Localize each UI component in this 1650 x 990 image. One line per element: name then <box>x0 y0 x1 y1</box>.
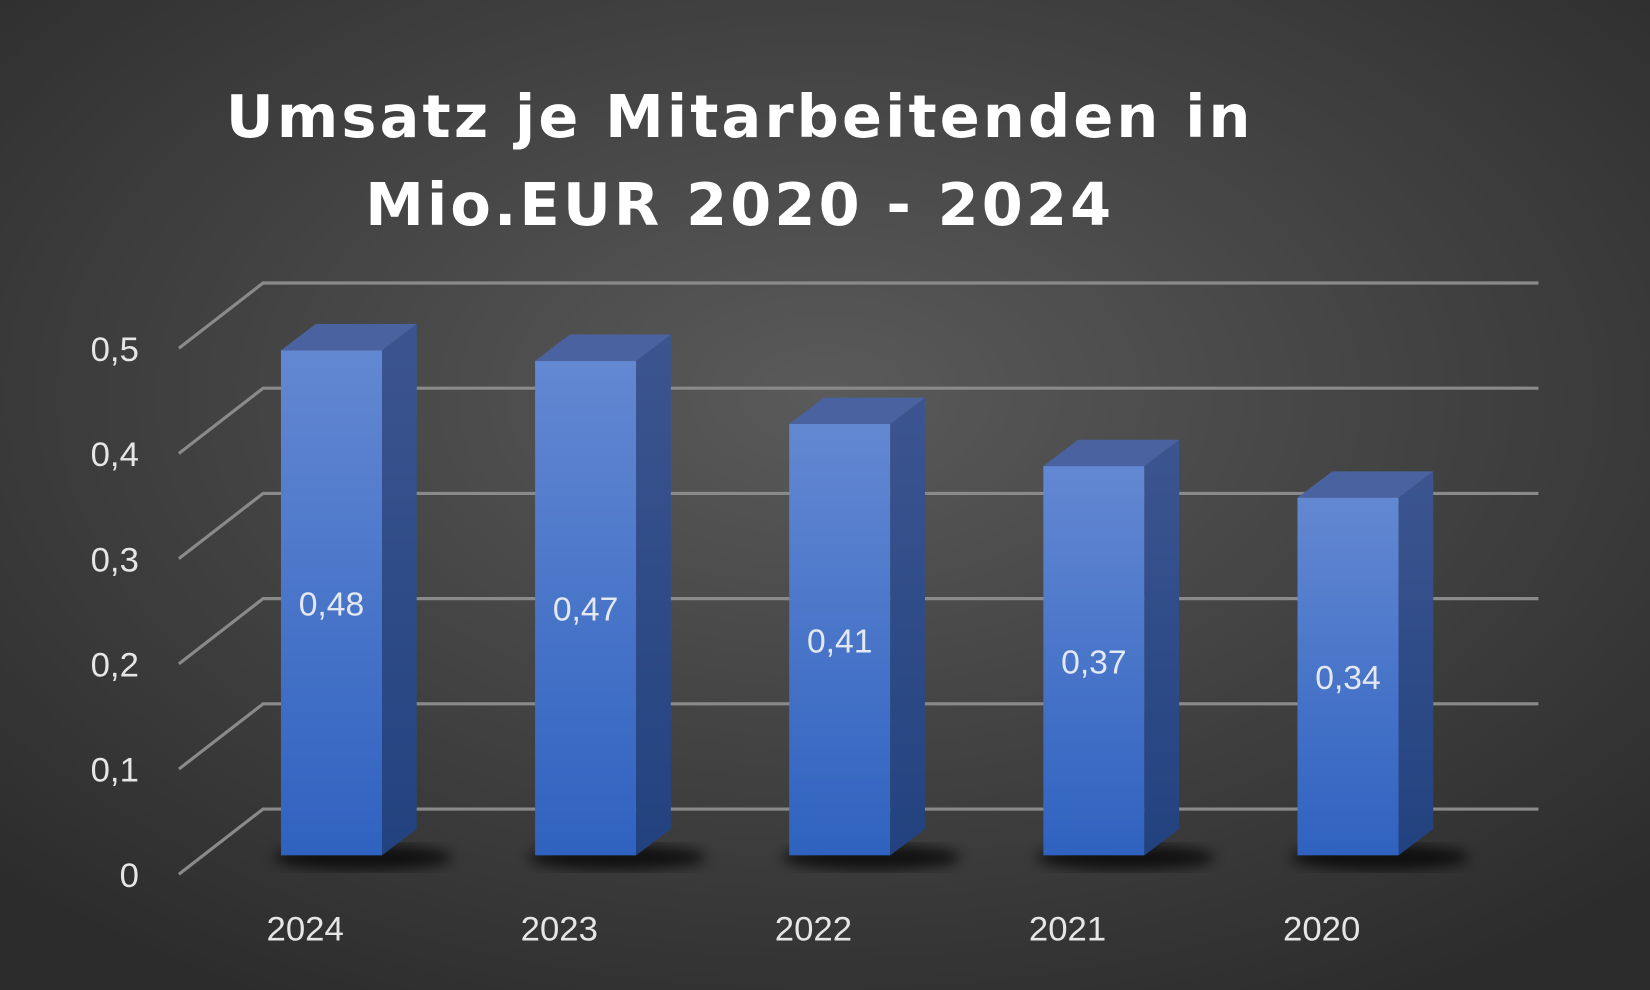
chart-title-line-1: Umsatz je Mitarbeitenden in <box>226 82 1254 151</box>
bar-side <box>636 334 671 856</box>
y-tick-label: 0,3 <box>91 541 139 579</box>
x-tick-label: 2020 <box>1283 911 1360 949</box>
bar-front <box>789 423 891 856</box>
gridlines <box>177 281 1539 876</box>
bar-2021: 0,37 <box>1035 439 1215 871</box>
bar-front <box>1043 466 1145 856</box>
bar-side <box>381 324 417 856</box>
x-tick-label: 2021 <box>1029 911 1106 949</box>
bars: 0,48 0,47 0,41 0,37 0,34 <box>273 324 1470 871</box>
bar-top <box>535 334 671 361</box>
x-tick-label: 2024 <box>267 911 344 949</box>
bar-side <box>890 397 925 856</box>
bar-front <box>280 350 382 856</box>
bar-2022: 0,41 <box>781 397 961 871</box>
data-label: 0,41 <box>807 623 873 660</box>
bar-2023: 0,47 <box>527 334 707 871</box>
bar-top <box>280 324 417 351</box>
data-label: 0,48 <box>299 586 365 623</box>
x-tick-label: 2023 <box>521 911 598 949</box>
bar-2020: 0,34 <box>1290 471 1470 871</box>
bar-front <box>1297 497 1399 856</box>
y-tick-label: 0,5 <box>91 331 139 369</box>
y-axis-ticks: 0 0,1 0,2 0,3 0,4 0,5 <box>91 331 139 895</box>
bar-top <box>1043 439 1180 467</box>
y-tick-label: 0 <box>120 857 139 895</box>
data-label: 0,47 <box>553 592 619 629</box>
data-label: 0,34 <box>1315 660 1381 697</box>
y-tick-label: 0,4 <box>91 436 139 474</box>
bar-side <box>1398 471 1434 856</box>
bar-side <box>1144 439 1180 856</box>
gridline <box>177 281 1539 350</box>
x-tick-label: 2022 <box>775 911 852 949</box>
bar-front <box>535 360 637 856</box>
bar-top <box>789 397 925 424</box>
y-tick-label: 0,1 <box>91 752 139 790</box>
x-axis-ticks: 2024 2023 2022 2021 2020 <box>267 911 1361 949</box>
y-tick-label: 0,2 <box>91 646 139 684</box>
bar-2024: 0,48 <box>273 324 453 871</box>
data-label: 0,37 <box>1061 644 1127 681</box>
gridline <box>177 386 1539 455</box>
bar-top <box>1297 471 1434 498</box>
chart-title-line-2: Mio.EUR 2020 - 2024 <box>365 170 1114 239</box>
